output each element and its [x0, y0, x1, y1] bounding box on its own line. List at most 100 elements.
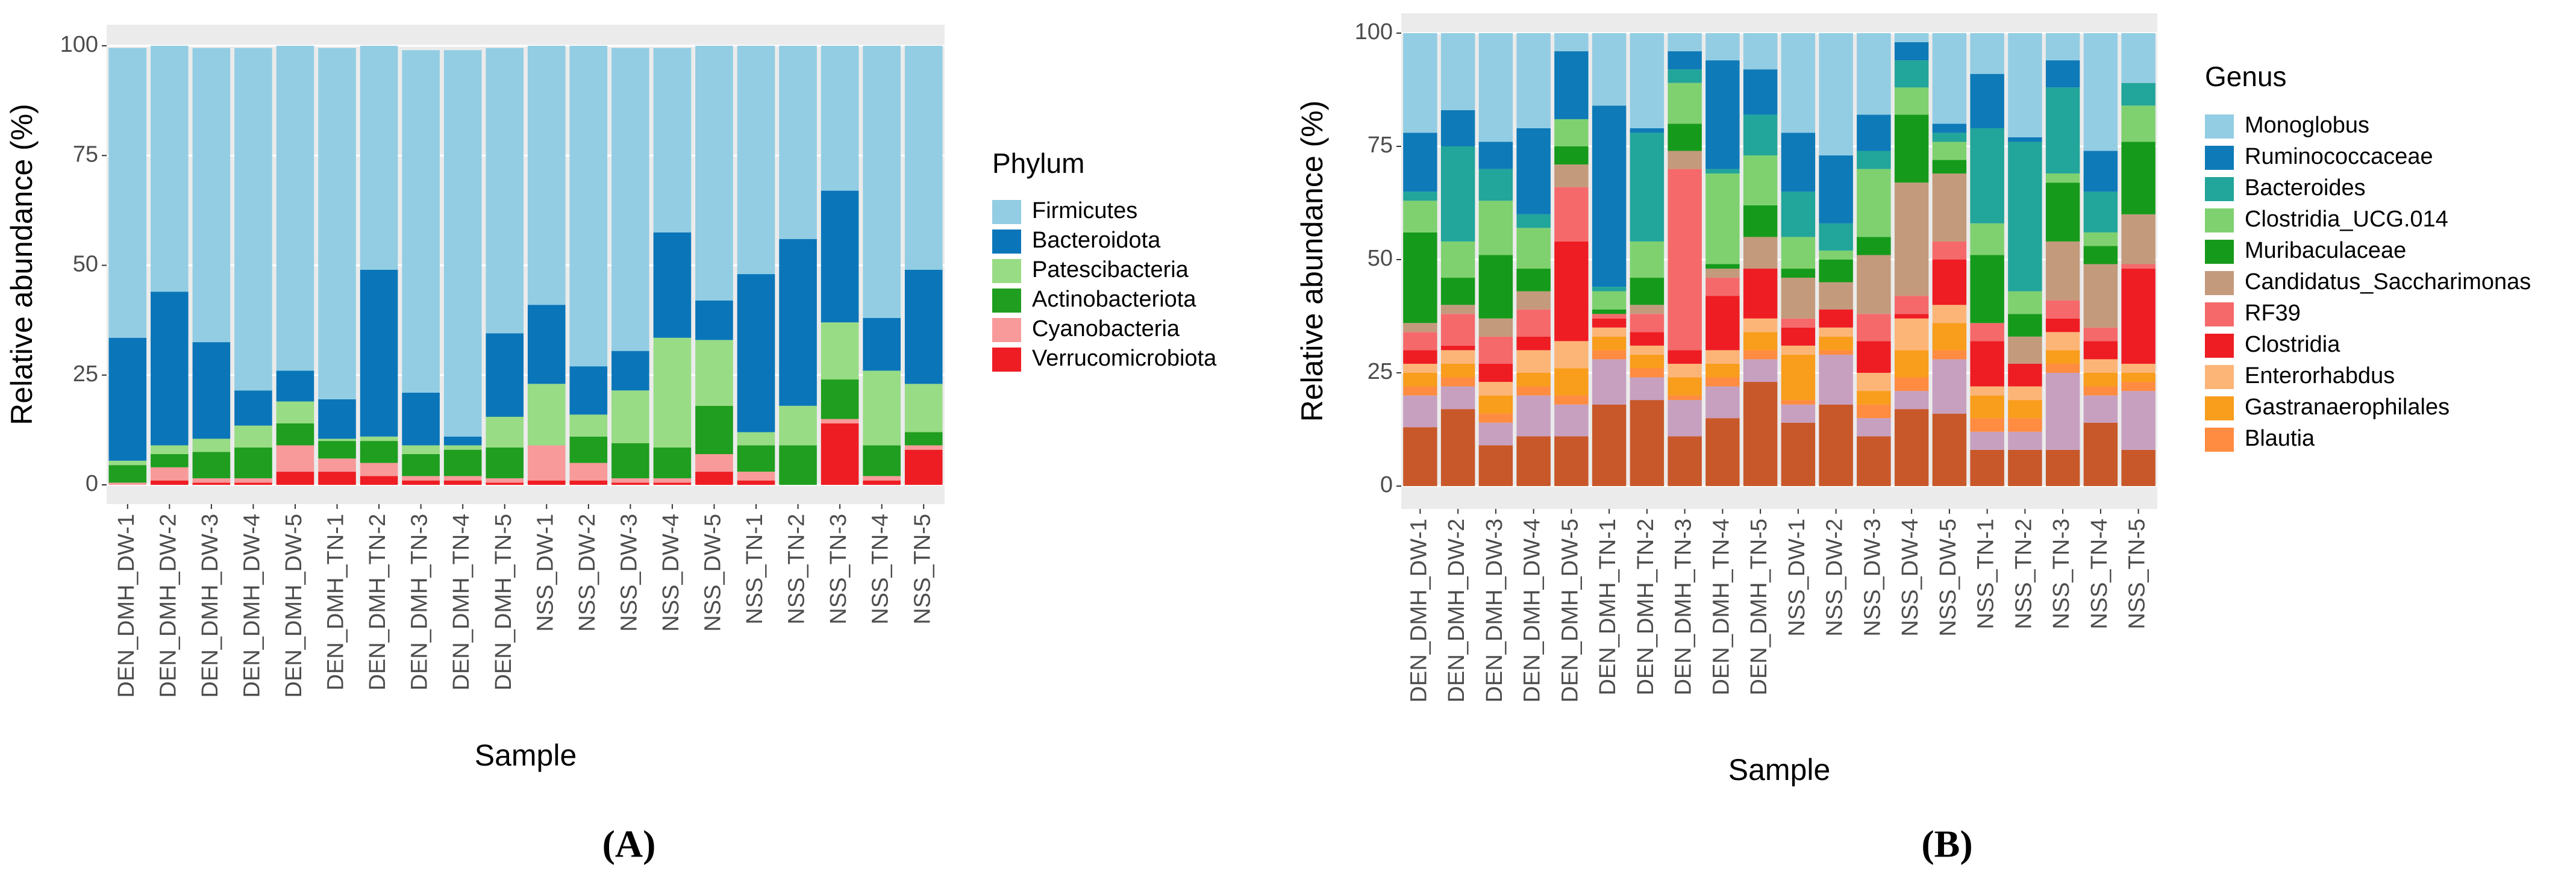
bar-segment [569, 414, 608, 437]
bar-segment [904, 449, 943, 485]
bar-segment [2083, 359, 2118, 373]
bar-segment [1857, 33, 1891, 115]
bar-segment [276, 401, 314, 423]
bar-segment [1819, 282, 1853, 310]
x-tick-label: NSS_DW-5 [701, 514, 726, 632]
bar-segment [1440, 278, 1475, 305]
bar-segment [1403, 395, 1437, 428]
bar-segment [108, 460, 147, 466]
bar-segment [737, 472, 775, 481]
bar-segment [1592, 309, 1627, 314]
bar-segment [1440, 305, 1475, 314]
bar-segment [1516, 128, 1551, 214]
bar-segment [1894, 318, 1929, 351]
bar-segment [1478, 445, 1513, 486]
bar-segment [1554, 164, 1589, 187]
bar-segment [1743, 237, 1778, 269]
bar-segment [695, 454, 733, 472]
bar-segment [1894, 114, 1929, 183]
legend-key [992, 200, 1021, 224]
legend-key [2205, 177, 2234, 201]
bar-segment [1705, 269, 1740, 278]
bar-segment [1970, 223, 2004, 255]
bar-segment [2121, 142, 2156, 214]
bar-segment [276, 370, 314, 402]
bar-segment [443, 449, 482, 476]
bar-segment [1894, 42, 1929, 61]
y-axis-title: Relative abundance (%) [1295, 101, 1329, 422]
bar-segment [1819, 404, 1853, 486]
bar-segment [1630, 128, 1665, 133]
bar-segment [1894, 60, 1929, 88]
bar-segment [1516, 386, 1551, 396]
bar-segment [1819, 354, 1853, 405]
bar-segment [234, 448, 272, 479]
bar-segment [1743, 332, 1778, 351]
bar-segment [569, 366, 608, 415]
bar-segment [863, 46, 901, 318]
bar-segment [821, 379, 859, 419]
bar-segment [443, 445, 482, 450]
bar-segment [695, 405, 733, 454]
legend-label: Firmicutes [1032, 198, 1137, 223]
bar-segment [1592, 33, 1627, 106]
y-tick-label: 100 [60, 32, 98, 57]
bar-segment [1857, 237, 1891, 255]
x-axis-title: Sample [475, 738, 577, 772]
bar-segment [1403, 350, 1437, 364]
bar-segment [1516, 336, 1551, 351]
bar-segment [2045, 350, 2080, 364]
bar-segment [1440, 350, 1475, 364]
x-tick-label: NSS_TN-5 [2125, 519, 2150, 629]
bar-segment [821, 419, 859, 423]
bar-segment [486, 417, 524, 448]
bar-segment [402, 454, 440, 476]
bar-segment [1592, 105, 1627, 287]
bar-segment [1630, 332, 1665, 346]
x-tick-label: DEN_DMH_DW-5 [281, 514, 307, 697]
bar-segment [1781, 237, 1816, 269]
bar-segment [569, 436, 608, 463]
bar-segment [2121, 449, 2156, 486]
bar-segment [1970, 386, 2004, 396]
bar-segment [2045, 363, 2080, 373]
bar-segment [1970, 449, 2004, 486]
x-axis-title: Sample [1728, 753, 1831, 787]
bar-segment [1705, 418, 1740, 486]
x-tick-label: NSS_TN-4 [868, 514, 893, 625]
bar-segment [276, 46, 314, 371]
bar-segment [1668, 350, 1702, 364]
legend-label: Actinobacteriota [1032, 287, 1196, 312]
bar-segment [1630, 345, 1665, 355]
bar-segment [2121, 269, 2156, 364]
bar-segment [527, 305, 566, 384]
bar-segment [1970, 128, 2004, 223]
bar-segment [1592, 404, 1627, 486]
bar-segment [1440, 345, 1475, 351]
bar-segment [1819, 250, 1853, 260]
x-tick-label: NSS_DW-4 [1898, 519, 1923, 637]
bar-segment [1781, 33, 1816, 133]
legend-label: Gastranaerophilales [2245, 395, 2449, 420]
bar-segment [1592, 327, 1627, 337]
y-tick-label: 50 [1368, 246, 1393, 271]
bar-segment [486, 482, 524, 485]
bar-segment [443, 480, 482, 485]
bar-segment [737, 432, 775, 446]
legend-label: Muribaculaceae [2245, 238, 2406, 263]
bar-segment [1743, 114, 1778, 156]
bar-segment [1630, 368, 1665, 378]
bar-segment [1705, 60, 1740, 169]
bar-segment [1743, 33, 1778, 70]
bar-segment [1516, 350, 1551, 373]
bar-segment [108, 482, 147, 485]
bar-segment [863, 445, 901, 476]
legend-key [2205, 396, 2234, 420]
bar-segment [1668, 363, 1702, 378]
x-tick-label: DEN_DMH_TN-1 [324, 514, 349, 690]
bar-segment [1668, 83, 1702, 124]
bar-segment [1630, 305, 1665, 314]
bar-segment [695, 300, 733, 340]
y-tick-label: 50 [73, 252, 98, 277]
